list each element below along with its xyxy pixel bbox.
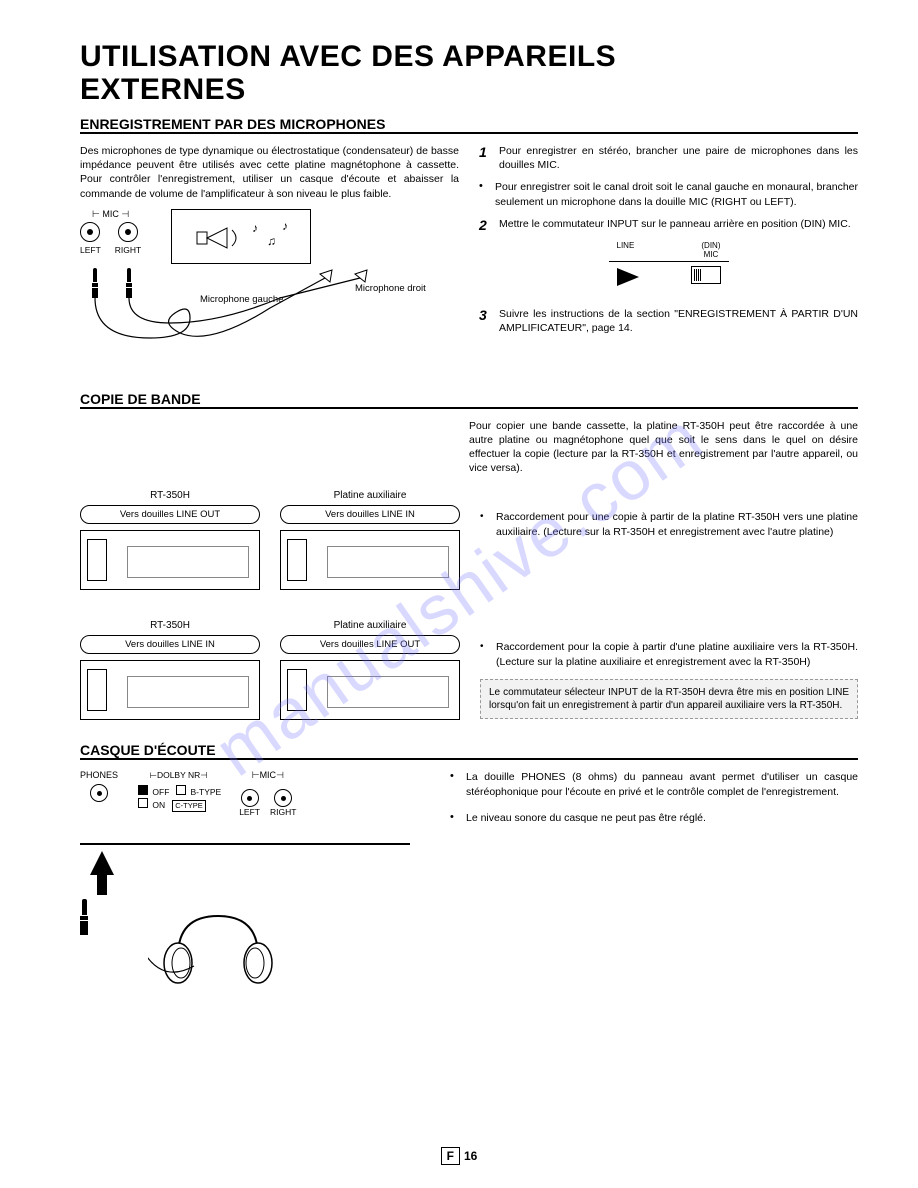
copie-intro-paragraph: Pour copier une bande cassette, la plati…	[469, 419, 858, 476]
deck-body-icon	[280, 660, 460, 720]
deck-title-rt350h-2: RT-350H	[80, 620, 260, 631]
svg-text:♪: ♪	[252, 221, 258, 235]
step-3-text: Suivre les instructions de la section "E…	[499, 307, 858, 335]
front-panel-diagram: PHONES ⊢DOLBY NR⊣ OFF B-TYPE ON C-TYPE ⊢…	[80, 770, 410, 991]
deck-aux-1: Platine auxiliaire Vers douilles LINE IN	[280, 490, 460, 590]
arrow-up-icon	[90, 851, 114, 875]
deck-pill-linein-2: Vers douilles LINE IN	[80, 635, 260, 654]
switch-slider-icon	[691, 266, 721, 284]
headphone-plug-icon	[80, 895, 88, 935]
deck-row-2: RT-350H Vers douilles LINE IN Platine au…	[80, 620, 858, 720]
deck-body-icon	[80, 660, 260, 720]
title-line-1: UTILISATION AVEC DES APPAREILS	[80, 40, 858, 73]
mic-jack-right-icon	[118, 222, 138, 242]
deck-aux-2: Platine auxiliaire Vers douilles LINE OU…	[280, 620, 460, 720]
panel-right-label: RIGHT	[270, 807, 296, 817]
mic-jack-left-icon	[80, 222, 100, 242]
section-heading-copie: COPIE DE BANDE	[80, 391, 858, 409]
step-2: 2 Mettre le commutateur INPUT sur le pan…	[479, 217, 858, 233]
deck-body-icon	[80, 530, 260, 590]
dolby-on-icon	[138, 798, 148, 808]
svg-text:♫: ♫	[267, 234, 276, 248]
bullet-icon: •	[450, 770, 460, 798]
casque-bullet-2-text: Le niveau sonore du casque ne peut pas ê…	[466, 811, 706, 825]
step-number-1: 1	[479, 144, 493, 172]
deck-rt350h-1: RT-350H Vers douilles LINE OUT	[80, 490, 260, 590]
mic-gauche-label: Microphone gauche	[200, 294, 283, 305]
mic-right-label: RIGHT	[115, 245, 141, 255]
step-number-3: 3	[479, 307, 493, 335]
deck-pill-lineout-1: Vers douilles LINE OUT	[80, 505, 260, 524]
page-footer: F 16	[0, 1149, 918, 1163]
switch-line-label: LINE	[617, 241, 635, 259]
input-selector-note: Le commutateur sélecteur INPUT de la RT-…	[480, 679, 858, 719]
footer-page-number: 16	[464, 1149, 477, 1163]
mic-bullet-1: • Pour enregistrer soit le canal droit s…	[479, 180, 858, 208]
title-line-2: EXTERNES	[80, 73, 858, 106]
deck-pill-lineout-2: Vers douilles LINE OUT	[280, 635, 460, 654]
mic-panel-label: MIC	[260, 770, 277, 780]
panel-left-label: LEFT	[239, 807, 260, 817]
step-1: 1 Pour enregistrer en stéréo, brancher u…	[479, 144, 858, 172]
step-number-2: 2	[479, 217, 493, 233]
arrow-stem-icon	[97, 875, 107, 895]
casque-bullet-2: • Le niveau sonore du casque ne peut pas…	[450, 811, 858, 825]
deck-title-aux-1: Platine auxiliaire	[280, 490, 460, 501]
switch-mic-label: (DIN) MIC	[701, 241, 720, 259]
btype-icon	[176, 785, 186, 795]
deck-body-icon	[280, 530, 460, 590]
dolby-label: DOLBY NR	[157, 770, 200, 780]
deck-row2-bullet: • Raccordement pour la copie à partir d'…	[480, 640, 858, 668]
bullet-icon: •	[450, 811, 460, 825]
deck-title-rt350h-1: RT-350H	[80, 490, 260, 501]
casque-bullet-1-text: La douille PHONES (8 ohms) du panneau av…	[466, 770, 858, 798]
on-label: ON	[152, 800, 165, 810]
step-1-text: Pour enregistrer en stéréo, brancher une…	[499, 144, 858, 172]
mic-right-jack-icon	[274, 789, 292, 807]
step-2-text: Mettre le commutateur INPUT sur le panne…	[499, 217, 851, 233]
btype-label: B-TYPE	[191, 787, 222, 797]
speaker-diagram-icon: ♪ ♫ ♪	[171, 209, 311, 264]
headphone-section-body: PHONES ⊢DOLBY NR⊣ OFF B-TYPE ON C-TYPE ⊢…	[80, 770, 858, 991]
mic-left-jack-icon	[241, 789, 259, 807]
deck-row2-text: Raccordement pour la copie à partir d'un…	[496, 640, 858, 668]
dolby-off-icon	[138, 785, 148, 795]
casque-bullet-1: • La douille PHONES (8 ohms) du panneau …	[450, 770, 858, 798]
deck-title-aux-2: Platine auxiliaire	[280, 620, 460, 631]
section-microphones-body: Des microphones de type dynamique ou éle…	[80, 144, 858, 369]
section-heading-casque: CASQUE D'ÉCOUTE	[80, 742, 858, 760]
footer-letter: F	[441, 1147, 460, 1165]
ctype-label: C-TYPE	[172, 800, 206, 812]
bullet-icon: •	[479, 180, 489, 208]
svg-text:♪: ♪	[282, 219, 288, 233]
mic-droit-label: Microphone droit	[355, 283, 426, 294]
bullet-icon: •	[480, 640, 490, 668]
section-heading-microphones: ENREGISTREMENT PAR DES MICROPHONES	[80, 116, 858, 134]
switch-arrow-icon	[617, 268, 639, 286]
deck-row1-text: Raccordement pour une copie à partir de …	[496, 510, 858, 538]
mic-connection-diagram: ⊢ MIC ⊣ LEFT RIGHT ♪ ♫ ♪	[80, 209, 459, 369]
phones-label: PHONES	[80, 770, 118, 780]
mic-intro-paragraph: Des microphones de type dynamique ou éle…	[80, 144, 459, 201]
deck-rt350h-2: RT-350H Vers douilles LINE IN	[80, 620, 260, 720]
step-3: 3 Suivre les instructions de la section …	[479, 307, 858, 335]
input-switch-diagram: LINE (DIN) MIC	[609, 241, 729, 301]
deck-row-1: RT-350H Vers douilles LINE OUT Platine a…	[80, 490, 858, 590]
mic-bullet-1-text: Pour enregistrer soit le canal droit soi…	[495, 180, 858, 208]
off-label: OFF	[152, 787, 169, 797]
mic-bracket-label: ⊢ MIC ⊣	[80, 209, 141, 220]
phones-jack-icon	[90, 784, 108, 802]
deck-pill-linein-1: Vers douilles LINE IN	[280, 505, 460, 524]
page-title: UTILISATION AVEC DES APPAREILS EXTERNES	[80, 40, 858, 106]
copie-intro-row: Pour copier une bande cassette, la plati…	[80, 419, 858, 476]
deck-row1-bullet: • Raccordement pour une copie à partir d…	[480, 510, 858, 538]
headphone-icon	[148, 901, 288, 991]
bullet-icon: •	[480, 510, 490, 538]
mic-left-label: LEFT	[80, 245, 101, 255]
